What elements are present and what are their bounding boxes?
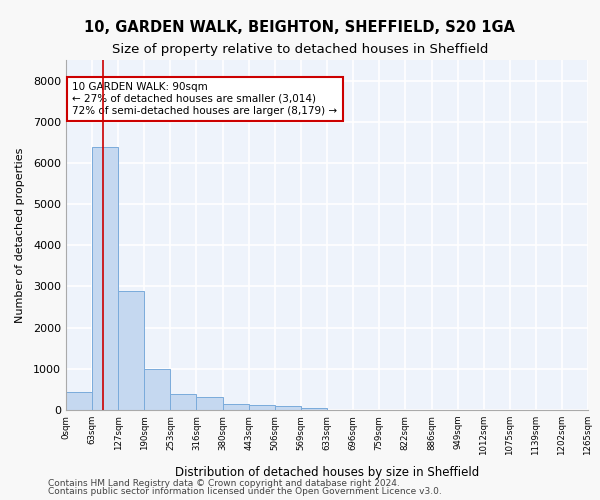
Bar <box>301 408 327 410</box>
Bar <box>170 394 196 410</box>
Bar <box>275 406 301 410</box>
Text: 10 GARDEN WALK: 90sqm
← 27% of detached houses are smaller (3,014)
72% of semi-d: 10 GARDEN WALK: 90sqm ← 27% of detached … <box>72 82 337 116</box>
X-axis label: Distribution of detached houses by size in Sheffield: Distribution of detached houses by size … <box>175 466 479 479</box>
Bar <box>66 392 92 410</box>
Text: 10, GARDEN WALK, BEIGHTON, SHEFFIELD, S20 1GA: 10, GARDEN WALK, BEIGHTON, SHEFFIELD, S2… <box>85 20 515 35</box>
Bar <box>249 404 275 410</box>
Text: Size of property relative to detached houses in Sheffield: Size of property relative to detached ho… <box>112 42 488 56</box>
Bar <box>196 397 223 410</box>
Bar <box>92 148 118 410</box>
Bar <box>118 290 145 410</box>
Text: Contains public sector information licensed under the Open Government Licence v3: Contains public sector information licen… <box>48 487 442 496</box>
Text: Contains HM Land Registry data © Crown copyright and database right 2024.: Contains HM Land Registry data © Crown c… <box>48 478 400 488</box>
Bar <box>223 404 249 410</box>
Bar <box>145 369 170 410</box>
Y-axis label: Number of detached properties: Number of detached properties <box>14 148 25 322</box>
